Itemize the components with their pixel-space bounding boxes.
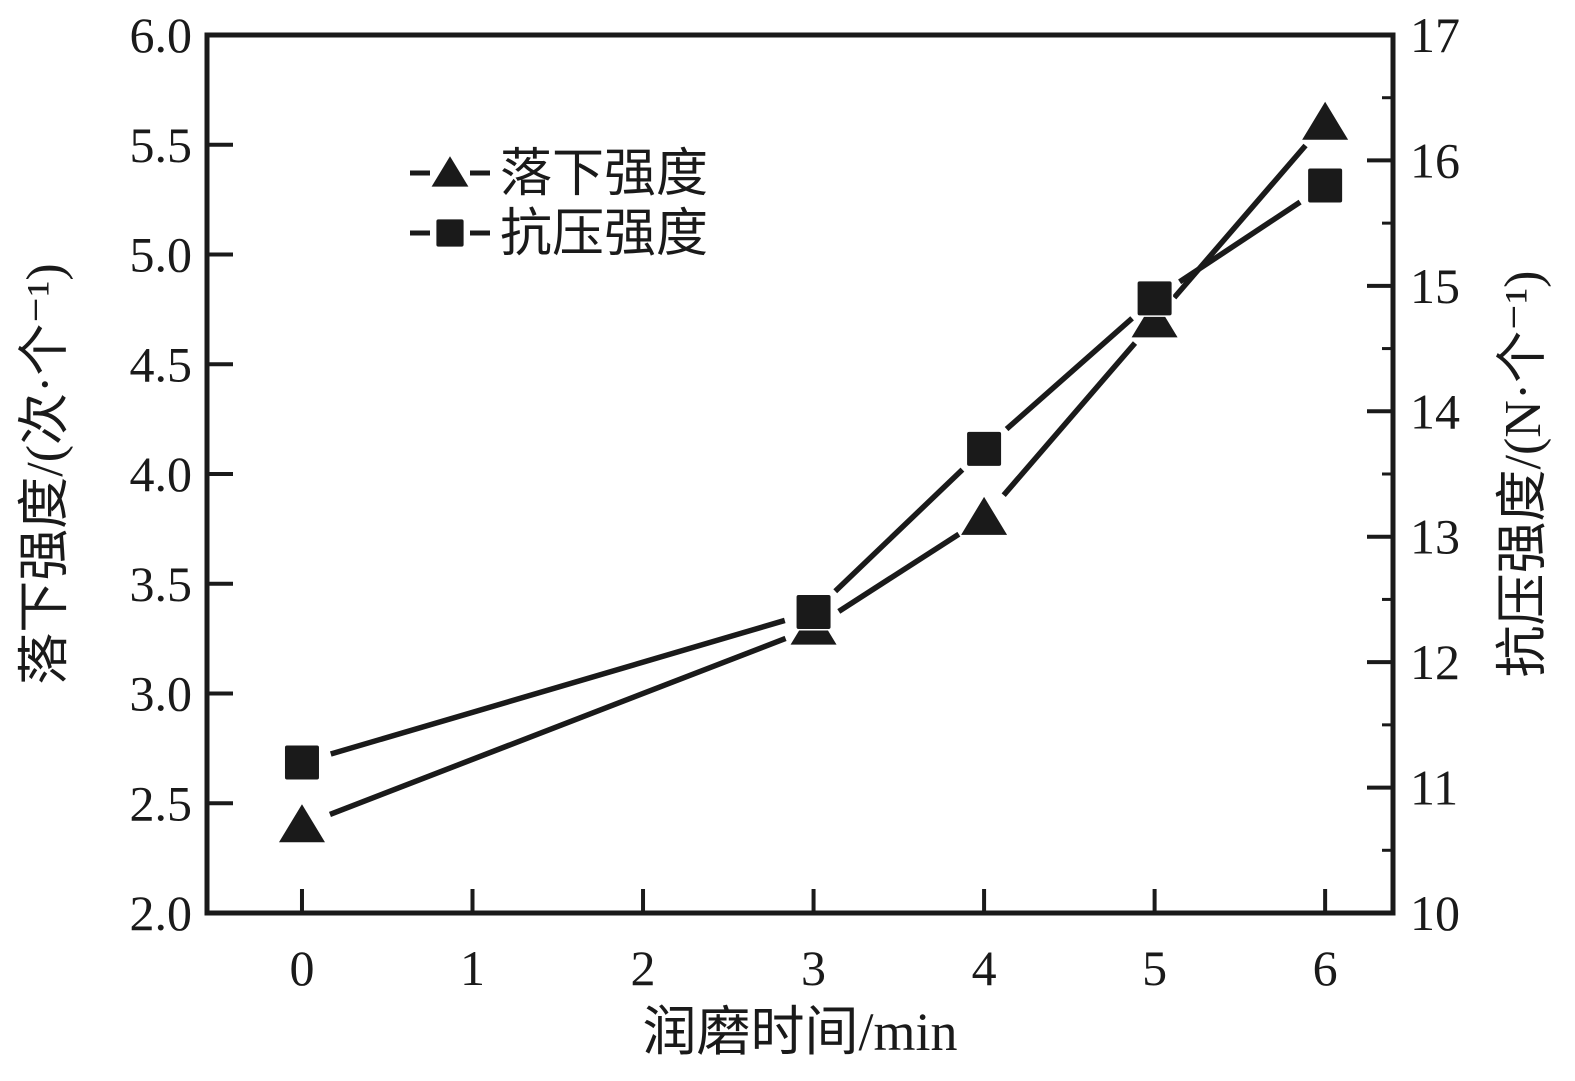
x-axis-tick-label: 3 [801,940,826,996]
series-triangle [277,100,1350,844]
x-axis-tick-label: 4 [972,940,997,996]
left-axis-tick-label: 3.0 [130,666,193,722]
data-series [277,100,1350,844]
right-axis-tick-label: 11 [1410,760,1458,816]
series-line-segment [329,617,786,757]
series-line-segment [1178,199,1302,285]
square-marker [1136,279,1174,317]
axis-ticks: 2.02.53.03.54.04.55.05.56.01011121314151… [130,7,1461,996]
x-axis-tick-label: 0 [289,940,314,996]
right-axis-tick-label: 15 [1410,258,1460,314]
right-axis-tick-label: 10 [1410,885,1460,941]
right-axis-tick-label: 13 [1410,509,1460,565]
legend-item: 抗压强度 [410,206,708,263]
left-axis-tick-label: 5.5 [130,117,193,173]
x-axis-tick-label: 2 [631,940,656,996]
x-axis-tick-label: 5 [1142,940,1167,996]
triangle-marker [277,802,327,844]
right-axis-tick-label: 12 [1410,634,1460,690]
series-square [283,167,1344,781]
right-y-axis-title: 抗压强度/(N·个⁻¹) [1495,271,1552,678]
x-axis-tick-label: 1 [460,940,485,996]
left-axis-tick-label: 4.0 [130,446,193,502]
series-line-segment [1001,341,1138,497]
left-axis-tick-label: 2.5 [130,775,193,831]
series-line-segment [837,531,961,614]
x-axis-tick-label: 6 [1313,940,1338,996]
legend-label: 落下强度 [500,146,708,203]
square-marker [283,743,321,781]
left-axis-tick-label: 3.5 [130,556,193,612]
triangle-marker [430,154,470,189]
legend-label: 抗压强度 [500,206,708,263]
triangle-marker [1130,297,1180,339]
triangle-marker [959,495,1009,537]
square-marker [434,217,466,249]
left-axis-tick-label: 4.5 [130,336,193,392]
square-marker [795,593,833,631]
left-axis-tick-label: 5.0 [130,227,193,283]
left-axis-tick-label: 6.0 [130,7,193,63]
legend-item: 落下强度 [410,146,708,203]
triangle-marker [1300,100,1350,142]
series-line-segment [328,635,787,817]
plot-frame [204,32,1396,916]
right-axis-tick-label: 17 [1410,7,1460,63]
x-axis-title: 润磨时间/min [642,1002,957,1062]
square-marker [1306,167,1344,205]
square-marker [965,430,1003,468]
series-line-segment [1004,316,1134,432]
left-axis-tick-label: 2.0 [130,885,193,941]
series-line-segment [833,467,965,594]
right-axis-tick-label: 16 [1410,132,1460,188]
right-axis-tick-label: 14 [1410,383,1460,439]
left-y-axis-title: 落下强度/(次·个⁻¹) [17,263,74,684]
